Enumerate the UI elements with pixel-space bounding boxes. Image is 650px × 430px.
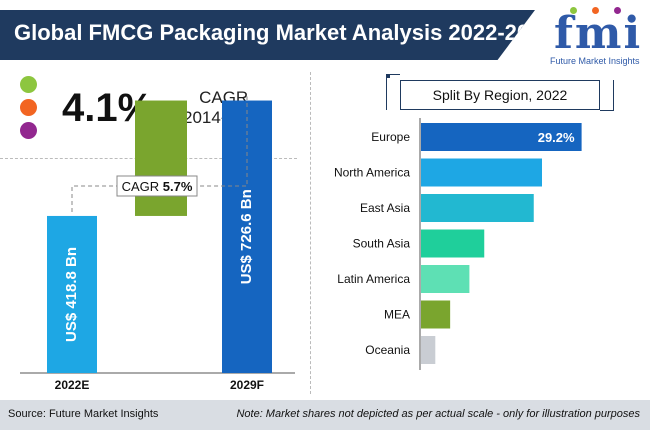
section-divider-vertical	[310, 72, 311, 394]
bar-oceania	[421, 336, 436, 364]
y-tick-label: East Asia	[360, 201, 410, 215]
y-tick-label: MEA	[384, 308, 410, 322]
bar-mea	[421, 300, 451, 329]
cagr-bracket-label: CAGR 5.7%	[122, 179, 193, 194]
footer: Source: Future Market Insights Note: Mar…	[0, 400, 650, 430]
corner-mark	[600, 110, 614, 111]
cagr-label-box	[116, 175, 198, 197]
cagr-dot-purple	[20, 122, 37, 139]
region-chart-title-box: Split By Region, 2022	[400, 80, 600, 110]
corner-mark	[613, 80, 614, 111]
bar-data-label: 29.2%	[538, 130, 575, 145]
bar-europe	[421, 123, 582, 151]
bar-data-label: US$ 726.6 Bn	[238, 189, 255, 284]
footer-source: Source: Future Market Insights	[8, 408, 159, 420]
y-tick-label: North America	[334, 166, 410, 180]
fmi-logo: fmi Future Market Insights	[548, 6, 644, 68]
y-tick-label: Latin America	[337, 272, 410, 286]
x-tick-label: 2022E	[55, 378, 90, 392]
y-tick-label: South Asia	[353, 237, 411, 251]
cagr-bracket-value: 5.7%	[163, 179, 193, 194]
y-tick-label: Oceania	[365, 343, 410, 357]
page-title: Global FMCG Packaging Market Analysis 20…	[14, 20, 554, 45]
growth-bridge-bar	[135, 100, 187, 216]
logo-subtitle: Future Market Insights	[550, 56, 640, 66]
cagr-dot-orange	[20, 99, 37, 116]
logo-letters: fmi	[554, 8, 643, 59]
corner-mark	[386, 74, 390, 78]
x-tick-label: 2029F	[230, 378, 264, 392]
bar-east-asia	[421, 194, 534, 222]
logo-dot-icon	[570, 7, 577, 14]
cagr-bracket-prefix: CAGR	[122, 179, 163, 194]
bar-data-label: US$ 418.8 Bn	[63, 247, 80, 342]
bar-north-america	[421, 158, 542, 187]
bar-latin-america	[421, 265, 470, 293]
footer-note: Note: Market shares not depicted as per …	[236, 408, 640, 420]
cagr-dot-green	[20, 76, 37, 93]
bar-south-asia	[421, 229, 485, 258]
logo-dot-icon	[592, 7, 599, 14]
corner-mark	[386, 74, 400, 75]
corner-mark	[386, 74, 387, 110]
charts-canvas: US$ 418.8 Bn 2022E US$ 726.6 Bn 2029F CAGR 5…	[20, 96, 582, 392]
region-chart-title: Split By Region, 2022	[432, 87, 568, 103]
y-tick-label: Europe	[371, 130, 410, 144]
title-bar: Global FMCG Packaging Market Analysis 20…	[0, 10, 535, 60]
logo-dot-icon	[614, 7, 621, 14]
bar-2022E	[47, 215, 97, 373]
